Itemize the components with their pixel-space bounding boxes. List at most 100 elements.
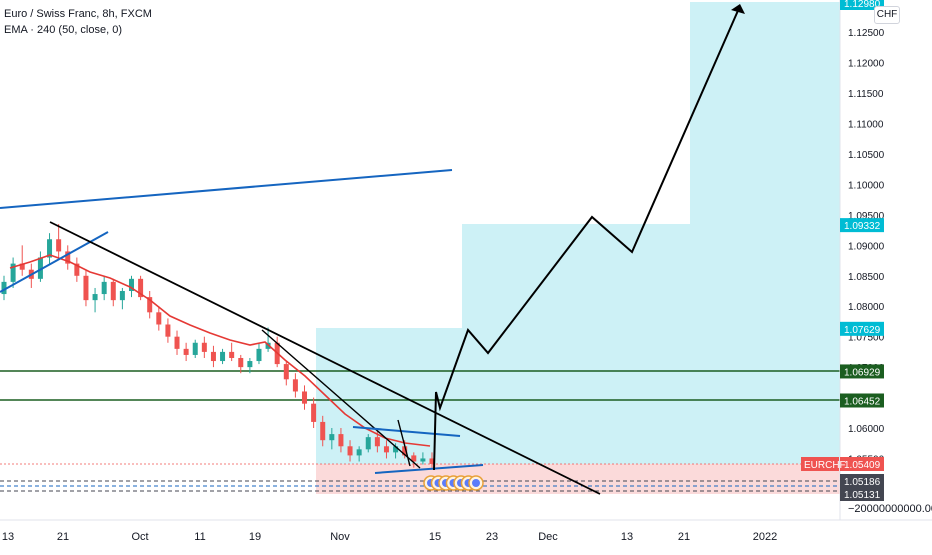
- price-labels[interactable]: 1.12980 1.09332 1.07629 1.06929 1.06452 1.054…: [801, 0, 884, 501]
- candle[interactable]: [138, 275, 144, 301]
- time-tick-8: Dec: [538, 531, 558, 543]
- candle[interactable]: [174, 330, 180, 355]
- price-label-text-3: 1.06929: [844, 367, 881, 378]
- price-tick-1: 1.12000: [848, 59, 885, 70]
- candle[interactable]: [347, 440, 353, 462]
- price-tick-8: 1.08500: [848, 272, 885, 283]
- candle[interactable]: [292, 373, 298, 398]
- stop-zone[interactable]: [316, 464, 840, 494]
- time-tick-6: 15: [429, 531, 441, 543]
- candle[interactable]: [56, 224, 62, 258]
- currency-button[interactable]: CHF: [874, 6, 900, 24]
- price-label-4[interactable]: 1.06452: [840, 393, 884, 408]
- candles-group[interactable]: [1, 224, 435, 468]
- time-tick-1: 21: [57, 531, 69, 543]
- event-markers[interactable]: [423, 475, 484, 491]
- candle[interactable]: [338, 428, 344, 453]
- candle[interactable]: [365, 434, 371, 453]
- support-levels[interactable]: [0, 370, 840, 492]
- time-tick-3: 11: [194, 531, 205, 543]
- price-tick-5: 1.10000: [848, 180, 885, 191]
- target-zone-2[interactable]: [462, 224, 690, 464]
- indicator-label[interactable]: EMA · 240 (50, close, 0): [4, 24, 122, 36]
- price-tick-0: 1.12500: [848, 28, 885, 39]
- candle[interactable]: [383, 440, 389, 459]
- price-tick-10: 1.07500: [848, 333, 885, 344]
- candle[interactable]: [183, 342, 189, 362]
- price-label-text-0: 1.12980: [844, 0, 881, 10]
- candle[interactable]: [210, 345, 216, 368]
- candle[interactable]: [83, 269, 89, 307]
- candle[interactable]: [356, 446, 362, 462]
- candle[interactable]: [247, 357, 253, 374]
- candle[interactable]: [229, 342, 235, 362]
- price-tick-2: 1.11500: [848, 89, 884, 100]
- flag-top[interactable]: [352, 426, 461, 437]
- candle[interactable]: [74, 257, 80, 282]
- candle[interactable]: [47, 233, 53, 264]
- price-tick-4: 1.10500: [848, 150, 885, 161]
- candle[interactable]: [37, 251, 43, 282]
- flag-bottom[interactable]: [374, 464, 484, 474]
- blue-trendline-top[interactable]: [0, 169, 453, 209]
- candle[interactable]: [147, 291, 153, 319]
- price-tick-13: 1.06000: [848, 424, 885, 435]
- candle[interactable]: [220, 348, 226, 365]
- projection-path[interactable]: [433, 5, 741, 471]
- time-tick-9: 13: [621, 531, 633, 543]
- target-zone-3[interactable]: [690, 2, 840, 464]
- black-trend-small[interactable]: [261, 329, 421, 469]
- candle[interactable]: [65, 245, 71, 270]
- ema-line[interactable]: [9, 254, 431, 447]
- trendlines[interactable]: [0, 169, 601, 495]
- time-tick-2: Oct: [131, 531, 148, 543]
- blue-trendline-left[interactable]: [0, 231, 109, 293]
- candle[interactable]: [420, 452, 426, 465]
- position-zones[interactable]: [316, 2, 840, 494]
- candle[interactable]: [192, 339, 198, 358]
- candle[interactable]: [283, 361, 289, 386]
- time-tick-5: Nov: [330, 531, 350, 543]
- price-label-2[interactable]: 1.07629: [840, 321, 884, 336]
- candle[interactable]: [1, 275, 7, 301]
- candle[interactable]: [320, 415, 326, 447]
- legend[interactable]: Euro / Swiss Franc, 8h, FXCM EMA · 240 (…: [4, 6, 152, 38]
- time-axis[interactable]: 13 21 Oct 11 19 Nov 15 23 Dec 13 21 2022: [2, 531, 777, 543]
- price-tick-9: 1.08000: [848, 302, 885, 313]
- time-tick-10: 21: [678, 531, 690, 543]
- price-tick-6: 1.09500: [848, 211, 885, 222]
- event-icon[interactable]: [468, 475, 484, 491]
- price-tick-3: 1.11000: [848, 120, 884, 131]
- candle[interactable]: [156, 306, 162, 331]
- price-label-6[interactable]: 1.05186: [840, 474, 884, 488]
- price-label-3[interactable]: 1.06929: [840, 364, 884, 379]
- candle[interactable]: [302, 385, 308, 410]
- candle[interactable]: [256, 342, 262, 365]
- candle[interactable]: [92, 287, 98, 313]
- candle[interactable]: [110, 278, 116, 307]
- candle[interactable]: [165, 318, 171, 343]
- black-trendline[interactable]: [49, 221, 601, 495]
- candle[interactable]: [329, 428, 335, 450]
- candle[interactable]: [201, 336, 207, 358]
- candle[interactable]: [10, 257, 16, 288]
- projection-arrowhead: [731, 4, 745, 14]
- candle[interactable]: [429, 452, 435, 468]
- candle[interactable]: [101, 275, 107, 301]
- volume-axis-label: −20000000000.00000: [848, 503, 932, 515]
- candle[interactable]: [238, 354, 244, 374]
- price-label-0[interactable]: 1.12980: [840, 0, 884, 10]
- candle[interactable]: [411, 452, 417, 468]
- candle[interactable]: [311, 397, 317, 429]
- candle[interactable]: [19, 245, 25, 276]
- price-label-text-5: 1.05409: [844, 460, 881, 471]
- flag-tick[interactable]: [397, 419, 411, 467]
- candle[interactable]: [128, 275, 134, 298]
- price-label-1[interactable]: 1.09332: [840, 218, 884, 233]
- symbol-title[interactable]: Euro / Swiss Franc, 8h, FXCM: [4, 8, 152, 20]
- price-label-7[interactable]: 1.05131: [840, 487, 884, 501]
- candle[interactable]: [119, 287, 125, 310]
